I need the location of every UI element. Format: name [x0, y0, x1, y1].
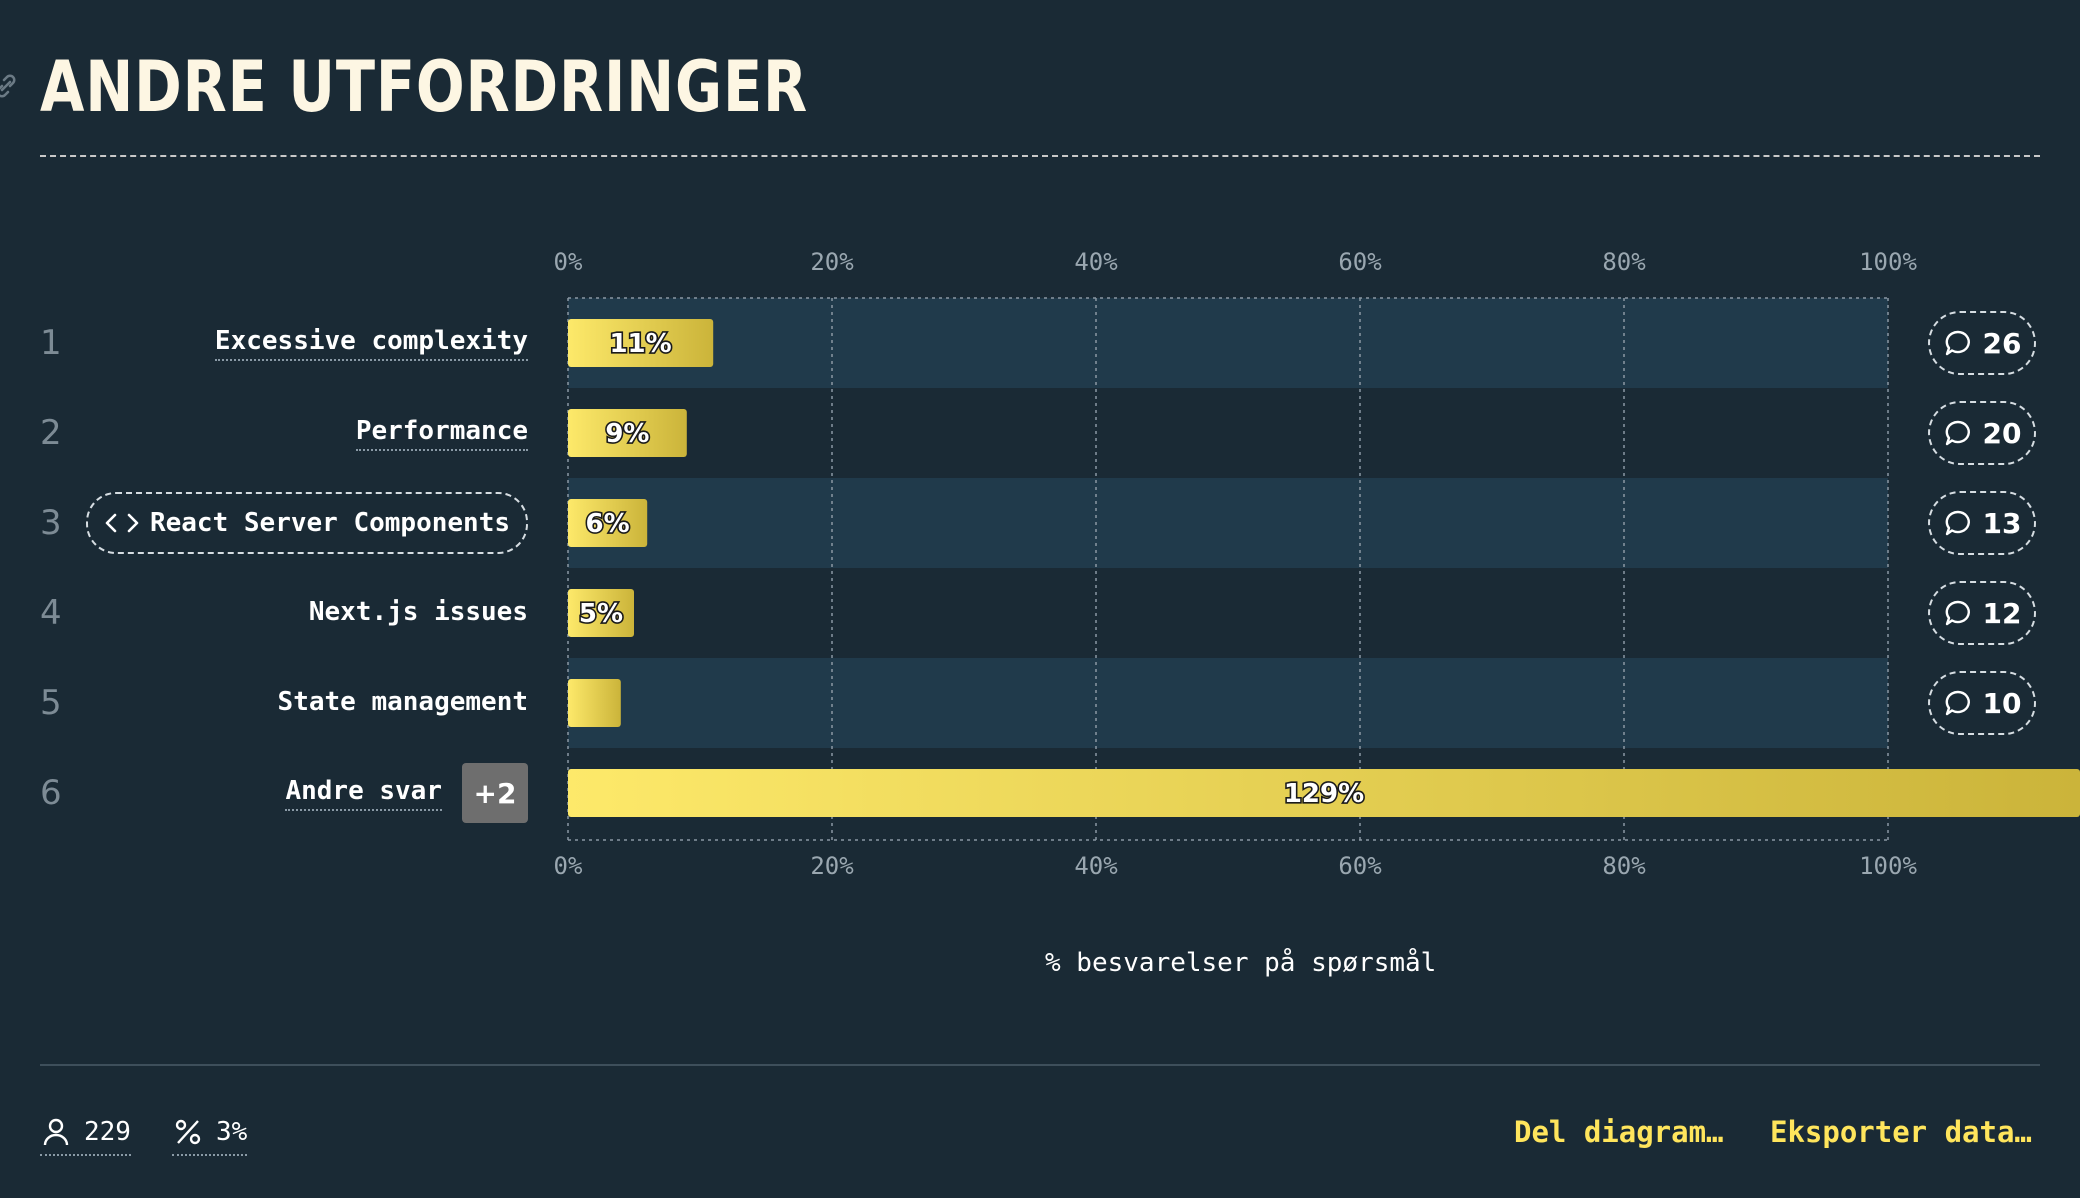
row-rank: 4: [40, 593, 62, 633]
row-label-text: React Server Components: [149, 508, 510, 538]
x-tick-label-bottom: 60%: [1338, 852, 1382, 880]
comment-icon: [1945, 690, 1970, 716]
percent-icon: [175, 1119, 201, 1145]
x-tick-label-bottom: 20%: [810, 852, 854, 880]
row-rank: 1: [40, 323, 62, 363]
row-label[interactable]: React Server Components: [85, 492, 528, 554]
bar[interactable]: [568, 319, 714, 367]
comment-icon: [1945, 510, 1970, 536]
x-tick-label-top: 60%: [1338, 248, 1382, 276]
x-tick-label-top: 0%: [554, 248, 583, 276]
row-label-group: React Server Components: [85, 492, 528, 554]
comments-count: 10: [1982, 686, 2022, 720]
comment-icon: [1945, 600, 1970, 626]
row-band: [568, 298, 1888, 388]
x-tick-label-top: 20%: [810, 248, 854, 276]
comment-icon: [1945, 420, 1970, 446]
code-icon: [105, 513, 139, 533]
comment-icon: [1945, 330, 1970, 356]
bar-value-label: 11%: [609, 329, 671, 359]
comments-button[interactable]: 12: [1928, 581, 2036, 645]
row-label-group: Performance: [355, 406, 528, 460]
row-band: [568, 658, 1888, 748]
bar[interactable]: [568, 499, 648, 547]
x-tick-label-top: 40%: [1074, 248, 1118, 276]
row-label[interactable]: Excessive complexity: [214, 326, 528, 361]
comments-button[interactable]: 26: [1928, 311, 2036, 375]
comments-count: 26: [1982, 326, 2022, 360]
comments-button[interactable]: 10: [1928, 671, 2036, 735]
user-icon: [43, 1118, 69, 1146]
x-tick-label-bottom: 80%: [1602, 852, 1646, 880]
bar-value-label: 9%: [605, 419, 649, 449]
comments-button[interactable]: 13: [1928, 491, 2036, 555]
export-data-link[interactable]: Eksporter data…: [1770, 1115, 2032, 1149]
row-label-group: Andre svar +2: [285, 763, 528, 823]
row-label-group: Next.js issues: [309, 586, 528, 640]
more-answers-badge[interactable]: +2: [462, 763, 528, 823]
row-rank: 5: [40, 683, 62, 723]
x-tick-label-bottom: 40%: [1074, 852, 1118, 880]
bar-value-label: 6%: [586, 509, 630, 539]
row-label[interactable]: Andre svar: [285, 776, 442, 811]
x-tick-label-top: 80%: [1602, 248, 1646, 276]
x-axis-label: % besvarelser på spørsmål: [1045, 948, 1437, 978]
row-rank: 3: [40, 503, 62, 543]
bar[interactable]: [568, 769, 2080, 817]
row-band: [568, 478, 1888, 568]
title-divider: [40, 155, 2040, 157]
row-rank: 2: [40, 413, 62, 453]
x-tick-label-top: 100%: [1859, 248, 1917, 276]
bar[interactable]: [568, 409, 687, 457]
bar[interactable]: [568, 589, 634, 637]
x-tick-label-bottom: 100%: [1859, 852, 1917, 880]
share-chart-link[interactable]: Del diagram…: [1514, 1115, 1724, 1149]
comments-count: 20: [1982, 416, 2022, 450]
bar-chart: 0% 0% 20% 20% 40% 40% 60% 60% 80% 80% 100% 100% 11% 9…: [554, 248, 2080, 880]
respondents-stat[interactable]: 229: [40, 1112, 131, 1156]
row-label-group: State management: [278, 676, 528, 730]
comments-count: 13: [1982, 506, 2022, 540]
bar-value-label: 5%: [579, 599, 623, 629]
x-tick-label-bottom: 0%: [554, 852, 583, 880]
comments-button[interactable]: 20: [1928, 401, 2036, 465]
row-rank: 6: [40, 773, 62, 813]
bar-value-label: 129%: [1284, 779, 1364, 809]
row-label[interactable]: State management: [277, 686, 528, 717]
link-icon[interactable]: [0, 72, 20, 100]
footer-divider: [40, 1064, 2040, 1066]
row-label[interactable]: Performance: [355, 416, 528, 451]
row-label[interactable]: Next.js issues: [308, 596, 528, 627]
percent-value: 3%: [216, 1117, 248, 1147]
page-title: ANDRE UTFORDRINGER: [40, 46, 809, 128]
percent-stat[interactable]: 3%: [172, 1112, 248, 1156]
row-label-group: Excessive complexity: [214, 316, 528, 370]
bar[interactable]: [568, 679, 621, 727]
respondents-count: 229: [84, 1117, 131, 1147]
comments-count: 12: [1982, 596, 2022, 630]
